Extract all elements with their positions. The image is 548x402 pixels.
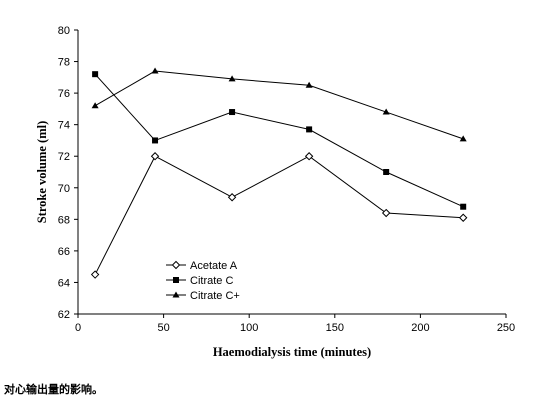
data-point-citrate-c — [459, 135, 467, 142]
legend-marker-acetate-a — [171, 260, 181, 270]
data-point-citrate-c — [151, 67, 159, 74]
legend-label-citrate-c: Citrate C — [190, 275, 233, 287]
series-line-acetate-a — [94, 155, 464, 275]
data-point-citrate-c — [460, 203, 467, 210]
chart-axes: 62 64 66 68 70 72 74 76 78 80 0 50 100 150 200 250 — [58, 25, 515, 334]
data-point-citrate-c — [382, 108, 390, 115]
y-tick-label: 74 — [58, 120, 70, 132]
y-tick-label: 72 — [58, 151, 70, 163]
x-tick-label: 200 — [411, 322, 429, 334]
x-tick-label: 100 — [240, 322, 258, 334]
legend-label-citrate-c: Citrate C+ — [190, 290, 240, 302]
chart-series — [90, 67, 468, 279]
y-tick-label: 76 — [58, 88, 70, 100]
data-point-citrate-c — [229, 109, 236, 116]
series-line-citrate-c — [94, 70, 464, 140]
data-point-citrate-c — [92, 71, 99, 78]
data-point-acetate-a — [381, 208, 391, 218]
data-point-acetate-a — [304, 152, 314, 161]
y-tick-label: 68 — [58, 214, 70, 226]
x-axis-title: Haemodialysis time (minutes) — [213, 345, 371, 359]
y-axis-title: Stroke volume (ml) — [35, 121, 49, 224]
data-point-citrate-c — [228, 75, 236, 82]
data-point-citrate-c — [91, 102, 99, 109]
x-tick-label: 250 — [497, 322, 515, 334]
data-point-citrate-c — [383, 169, 390, 175]
x-tick-label: 0 — [75, 322, 81, 334]
y-tick-label: 80 — [58, 25, 70, 37]
legend-label-acetate-a: Acetate A — [190, 260, 238, 272]
data-point-acetate-a — [227, 193, 237, 202]
data-point-acetate-a — [150, 152, 160, 161]
y-tick-label: 70 — [58, 183, 70, 195]
y-tick-label: 78 — [58, 57, 70, 69]
legend-marker-citrate-c — [172, 291, 180, 298]
chart-legend: Acetate A Citrate C Citrate C+ — [166, 260, 240, 302]
series-line-citrate-c — [94, 73, 464, 208]
data-point-citrate-c — [305, 81, 313, 88]
y-tick-label: 66 — [58, 246, 70, 258]
figure-caption: 对心输出量的影响。 — [4, 384, 103, 396]
x-tick-label: 150 — [326, 322, 344, 334]
data-point-acetate-a — [90, 270, 100, 279]
data-point-citrate-c — [152, 137, 159, 144]
data-point-acetate-a — [458, 213, 468, 222]
y-tick-label: 64 — [58, 277, 70, 289]
y-tick-label: 62 — [58, 309, 70, 321]
legend-marker-citrate-c — [173, 277, 179, 283]
x-tick-label: 50 — [157, 322, 169, 334]
data-point-citrate-c — [306, 126, 313, 133]
